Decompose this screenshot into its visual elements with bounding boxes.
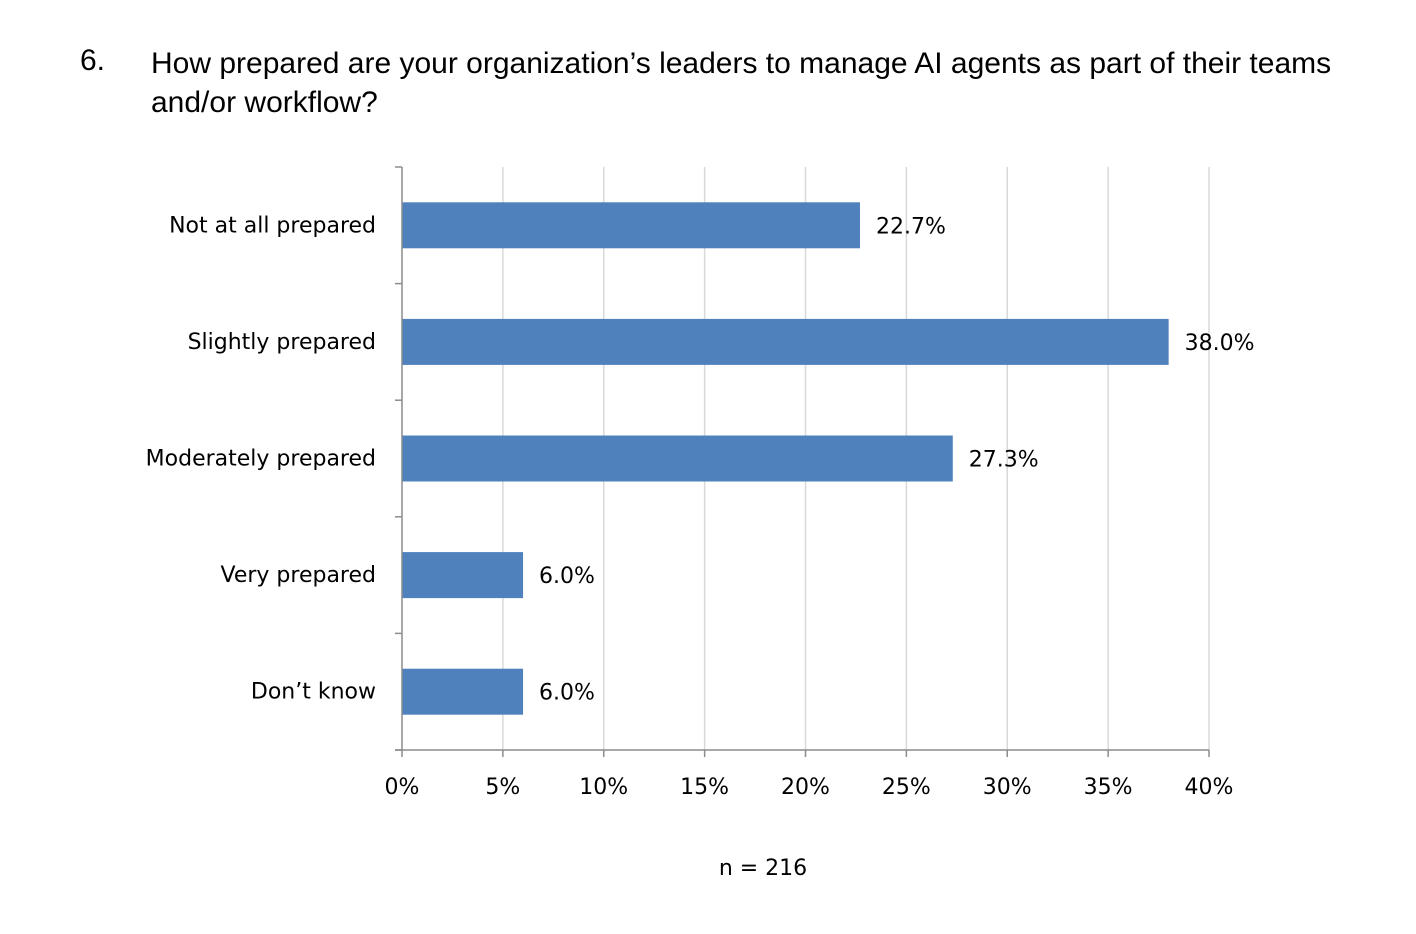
x-tick-label: 35% (1084, 775, 1133, 800)
x-tick-label: 30% (983, 775, 1032, 800)
labels: 22.7% Not at all prepared 38.0% Slightly pr… (146, 213, 1255, 800)
category-label: Very prepared (220, 563, 376, 588)
axes (395, 166, 1210, 757)
bar (402, 202, 860, 249)
data-label: 6.0% (539, 681, 595, 706)
category-label: Slightly prepared (188, 330, 376, 355)
category-label: Not at all prepared (169, 213, 376, 238)
x-tick-label: 40% (1185, 775, 1234, 800)
bar (402, 435, 953, 482)
data-label: 27.3% (969, 448, 1039, 473)
x-tick-label: 0% (385, 775, 420, 800)
bar (402, 318, 1169, 365)
category-label: Don’t know (251, 680, 376, 705)
category-label: Moderately prepared (146, 447, 376, 472)
bars (402, 202, 1169, 715)
x-tick-label: 20% (781, 775, 830, 800)
bar (402, 552, 524, 599)
question-text: How prepared are your organization’s lea… (151, 47, 1332, 119)
x-tick-label: 25% (882, 775, 931, 800)
x-tick-label: 10% (579, 775, 628, 800)
x-tick-label: 5% (485, 775, 520, 800)
data-label: 6.0% (539, 564, 595, 589)
data-label: 38.0% (1185, 331, 1255, 356)
sample-size-label: n = 216 (718, 856, 808, 881)
question-number: 6. (80, 44, 106, 77)
bar (402, 668, 524, 715)
x-tick-label: 15% (680, 775, 729, 800)
data-label: 22.7% (876, 214, 946, 239)
